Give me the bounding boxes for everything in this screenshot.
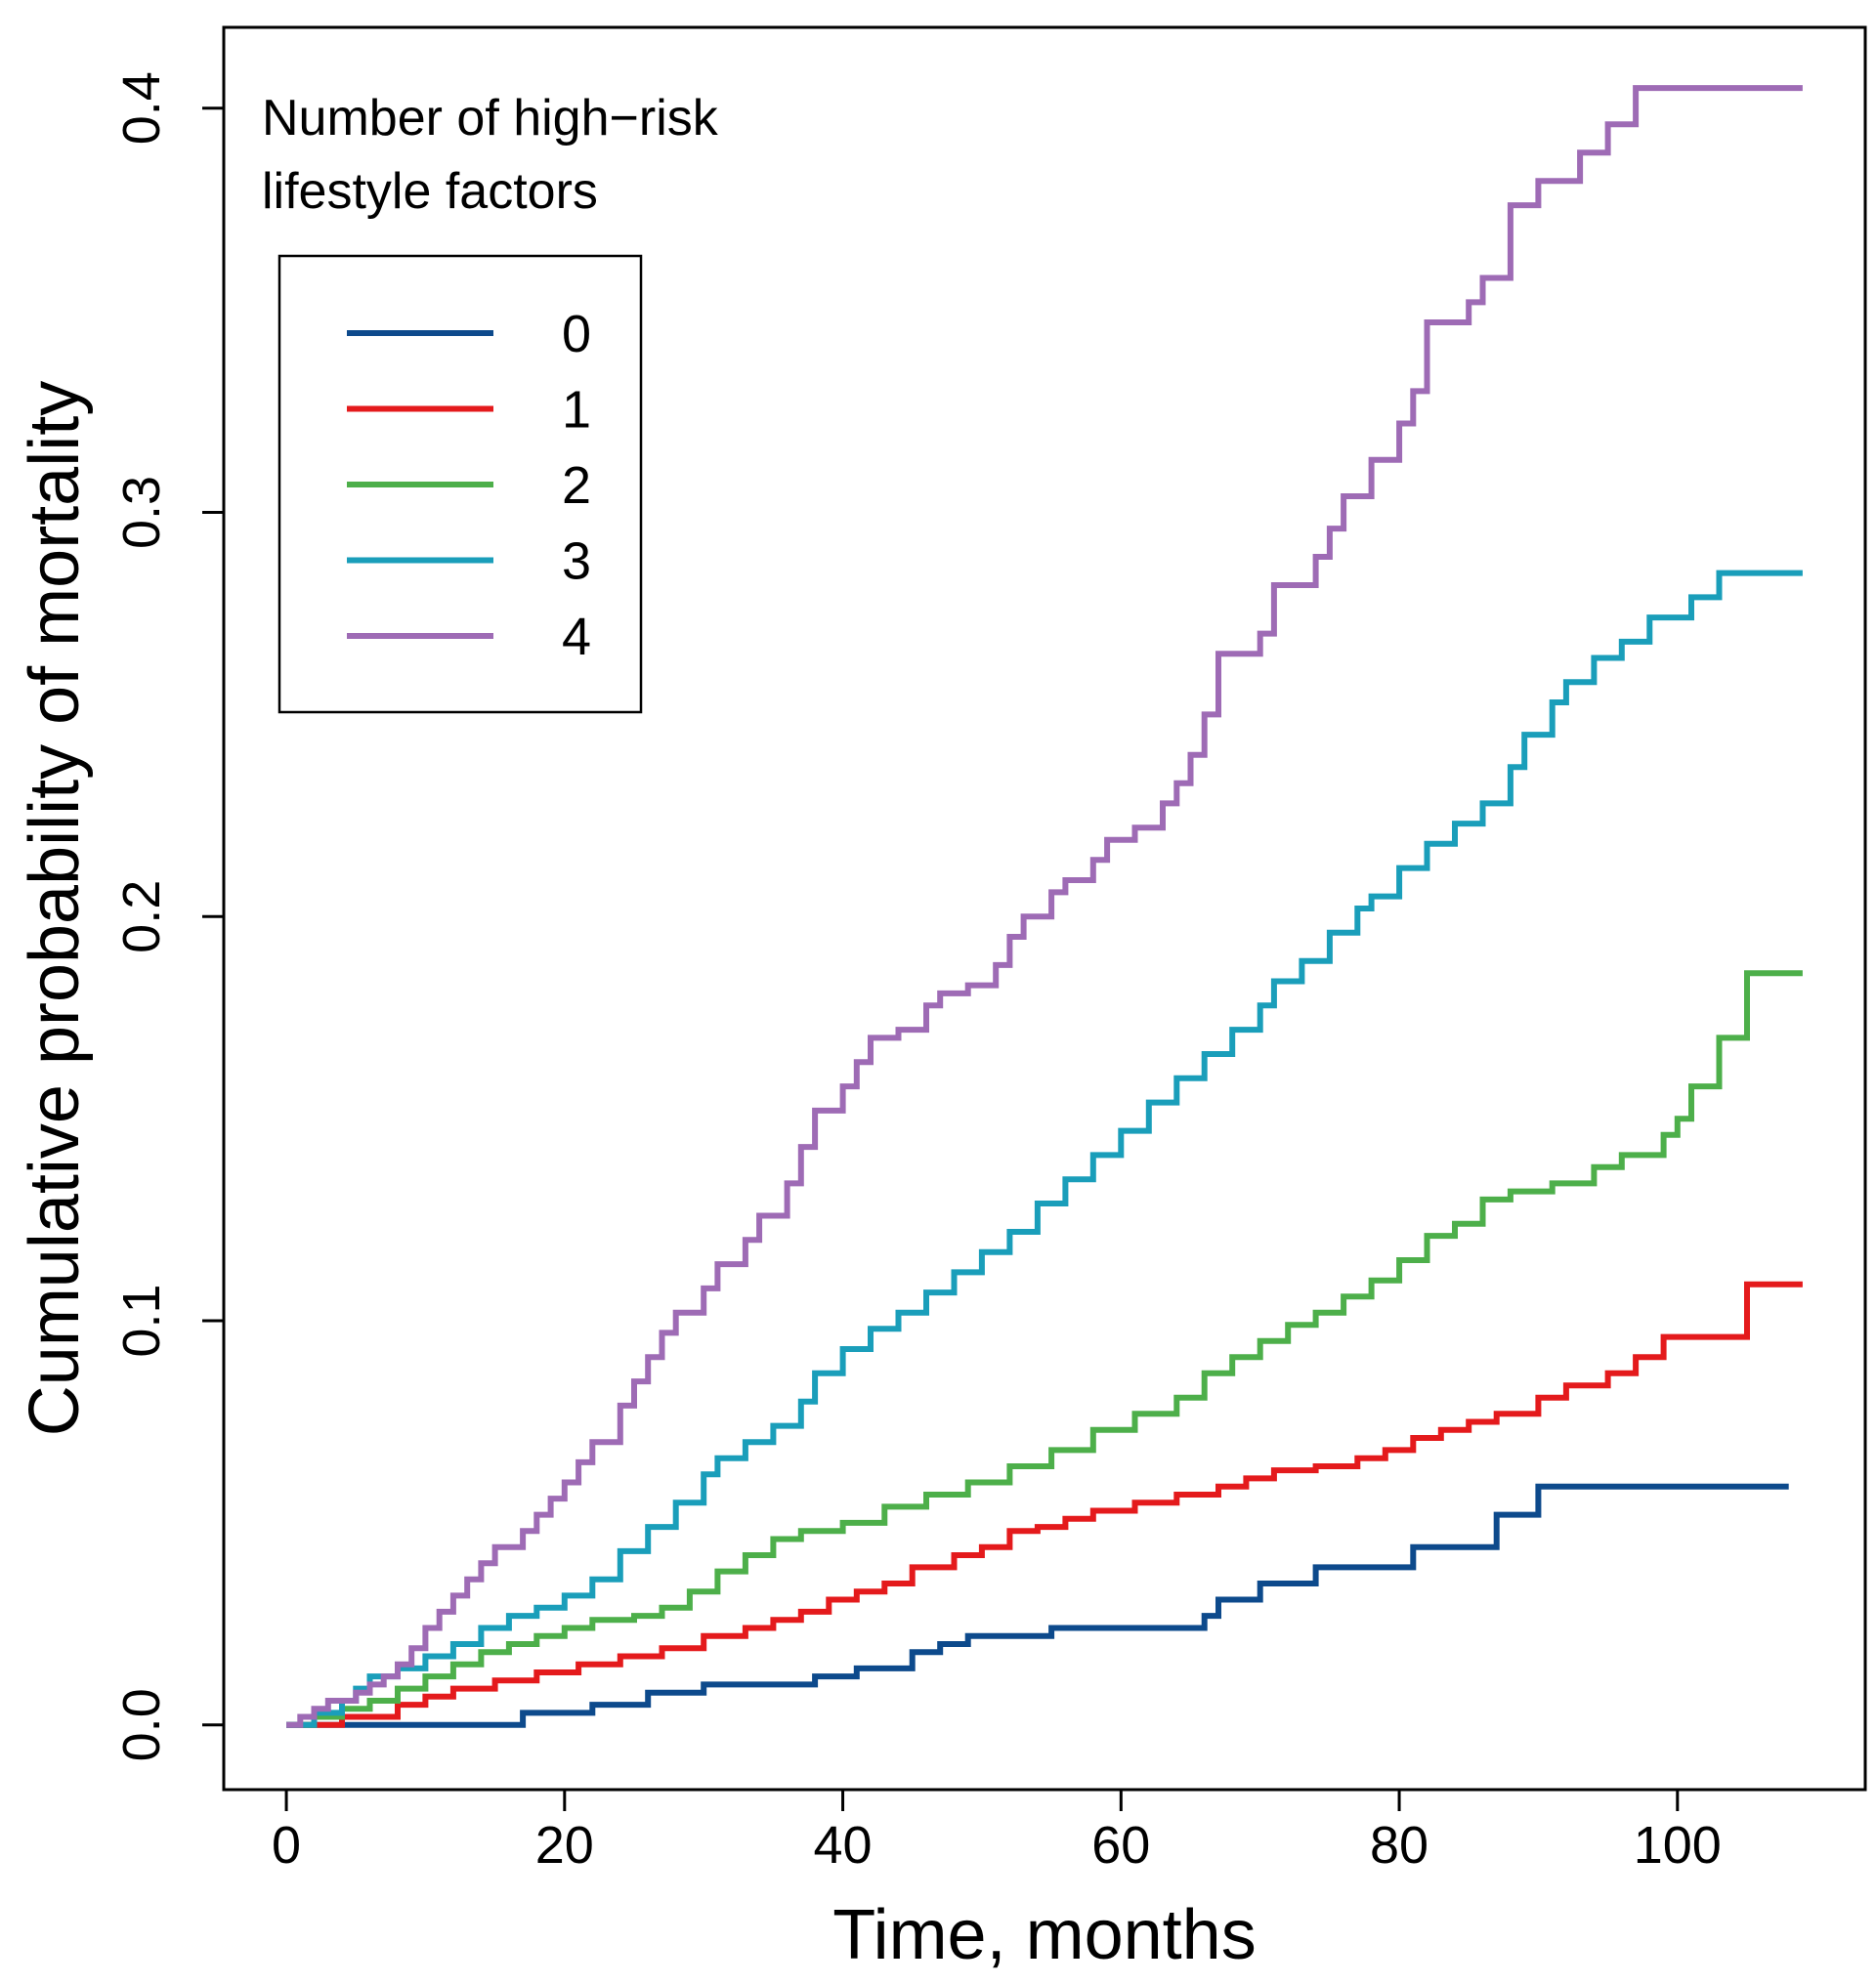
y-tick-label: 0.4 xyxy=(112,71,171,145)
series-line-1 xyxy=(286,1281,1803,1728)
y-axis-title: Cumulative probability of mortality xyxy=(16,381,94,1436)
legend-title-line-2: lifestyle factors xyxy=(262,163,598,220)
legend-box xyxy=(277,254,643,714)
x-tick-label: 80 xyxy=(1370,1816,1428,1875)
legend-title-line-1: Number of high−risk xyxy=(262,90,719,147)
series-line-0 xyxy=(286,1483,1789,1728)
legend-label-2: 2 xyxy=(562,456,591,515)
x-axis: 0 20 40 60 80 100 xyxy=(272,1790,1722,1875)
series-line-4 xyxy=(286,85,1803,1728)
series-line-3 xyxy=(286,570,1803,1728)
x-axis-title: Time, months xyxy=(832,1896,1256,1974)
x-tick-label: 0 xyxy=(272,1816,301,1875)
legend-label-1: 1 xyxy=(562,381,591,440)
y-tick-label: 0.0 xyxy=(112,1688,171,1761)
legend: Number of high−risk lifestyle factors 0 1… xyxy=(262,90,719,714)
series-line-2 xyxy=(286,970,1803,1728)
x-tick-label: 60 xyxy=(1091,1816,1150,1875)
legend-label-3: 3 xyxy=(562,532,591,591)
series-layer xyxy=(286,85,1803,1728)
y-tick-label: 0.1 xyxy=(112,1284,171,1357)
legend-label-4: 4 xyxy=(562,608,591,666)
x-tick-label: 40 xyxy=(814,1816,873,1875)
legend-label-0: 0 xyxy=(562,305,591,363)
y-tick-label: 0.3 xyxy=(112,476,171,549)
x-tick-label: 100 xyxy=(1634,1816,1722,1875)
legend-entries: 0 1 2 3 4 xyxy=(347,305,591,666)
x-tick-label: 20 xyxy=(535,1816,594,1875)
plot-frame xyxy=(222,25,1867,1792)
y-axis: 0.0 0.1 0.2 0.3 0.4 xyxy=(112,71,224,1761)
y-tick-label: 0.2 xyxy=(112,880,171,953)
